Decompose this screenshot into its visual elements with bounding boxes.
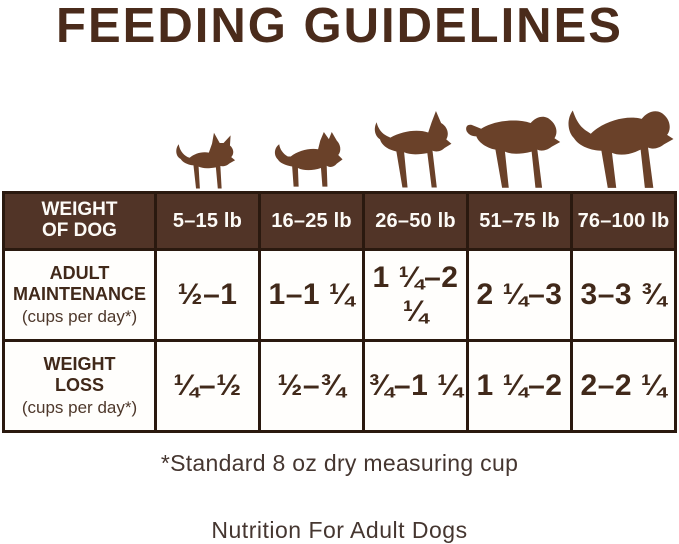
table-cell: 2–2 ¼: [570, 339, 677, 433]
table-cell: 1 ¼–2: [466, 339, 573, 433]
corner-header-line2: OF DOG: [42, 220, 117, 241]
dog-size-5: [565, 85, 677, 191]
dog-size-row: [2, 51, 677, 191]
col-header-76-100lb: 76–100 lb: [570, 191, 677, 251]
table-cell: ¾–1 ¼: [362, 339, 469, 433]
measuring-cup-footnote: *Standard 8 oz dry measuring cup: [160, 450, 519, 476]
dog-size-2: [257, 119, 360, 191]
nutrition-caption: Nutrition For Adult Dogs: [211, 517, 468, 543]
table-cell: 2 ¼–3: [466, 248, 573, 342]
bernese-dog-icon: [568, 110, 674, 188]
dog-size-3: [360, 105, 463, 191]
table-cell: 1 ¼–2 ¼: [362, 248, 469, 342]
col-header-51-75lb: 51–75 lb: [466, 191, 573, 251]
col-header-5-15lb: 5–15 lb: [154, 191, 261, 251]
table-cell: 3–3 ¾: [570, 248, 677, 342]
chihuahua-dog-icon: [176, 132, 236, 189]
page-title: FEEDING GUIDELINES: [56, 0, 623, 53]
corner-header-line1: WEIGHT: [41, 199, 118, 221]
feeding-table: WEIGHT OF DOG 5–15 lb 16–25 lb 26–50 lb …: [2, 191, 677, 433]
table-cell: ½–¾: [258, 339, 365, 433]
row-sublabel: (cups per day*): [21, 306, 138, 326]
dog-size-4: [462, 95, 565, 191]
table-row-adult-maintenance: ADULT MAINTENANCE (cups per day*) ½–1 1–…: [2, 248, 677, 342]
boxer-dog-icon: [374, 111, 452, 188]
row-header-adult-maintenance: ADULT MAINTENANCE (cups per day*): [2, 248, 157, 342]
col-header-weight-of-dog: WEIGHT OF DOG: [2, 191, 157, 251]
table-header-row: WEIGHT OF DOG 5–15 lb 16–25 lb 26–50 lb …: [2, 191, 677, 251]
row-sublabel: (cups per day*): [21, 397, 138, 417]
row-header-weight-loss: WEIGHT LOSS (cups per day*): [2, 339, 157, 433]
terrier-dog-icon: [275, 131, 343, 187]
rottweiler-dog-icon: [465, 116, 560, 188]
dog-size-1: [154, 127, 257, 191]
table-row-weight-loss: WEIGHT LOSS (cups per day*) ¼–½ ½–¾ ¾–1 …: [2, 339, 677, 433]
row-label-line2: LOSS: [54, 375, 104, 395]
col-header-16-25lb: 16–25 lb: [258, 191, 365, 251]
table-cell: 1–1 ¼: [258, 248, 365, 342]
row-label-line2: MAINTENANCE: [13, 284, 146, 304]
table-cell: ¼–½: [154, 339, 261, 433]
row-label-line1: ADULT: [49, 263, 110, 284]
table-cell: ½–1: [154, 248, 261, 342]
col-header-26-50lb: 26–50 lb: [362, 191, 469, 251]
row-label-line1: WEIGHT: [43, 354, 116, 375]
